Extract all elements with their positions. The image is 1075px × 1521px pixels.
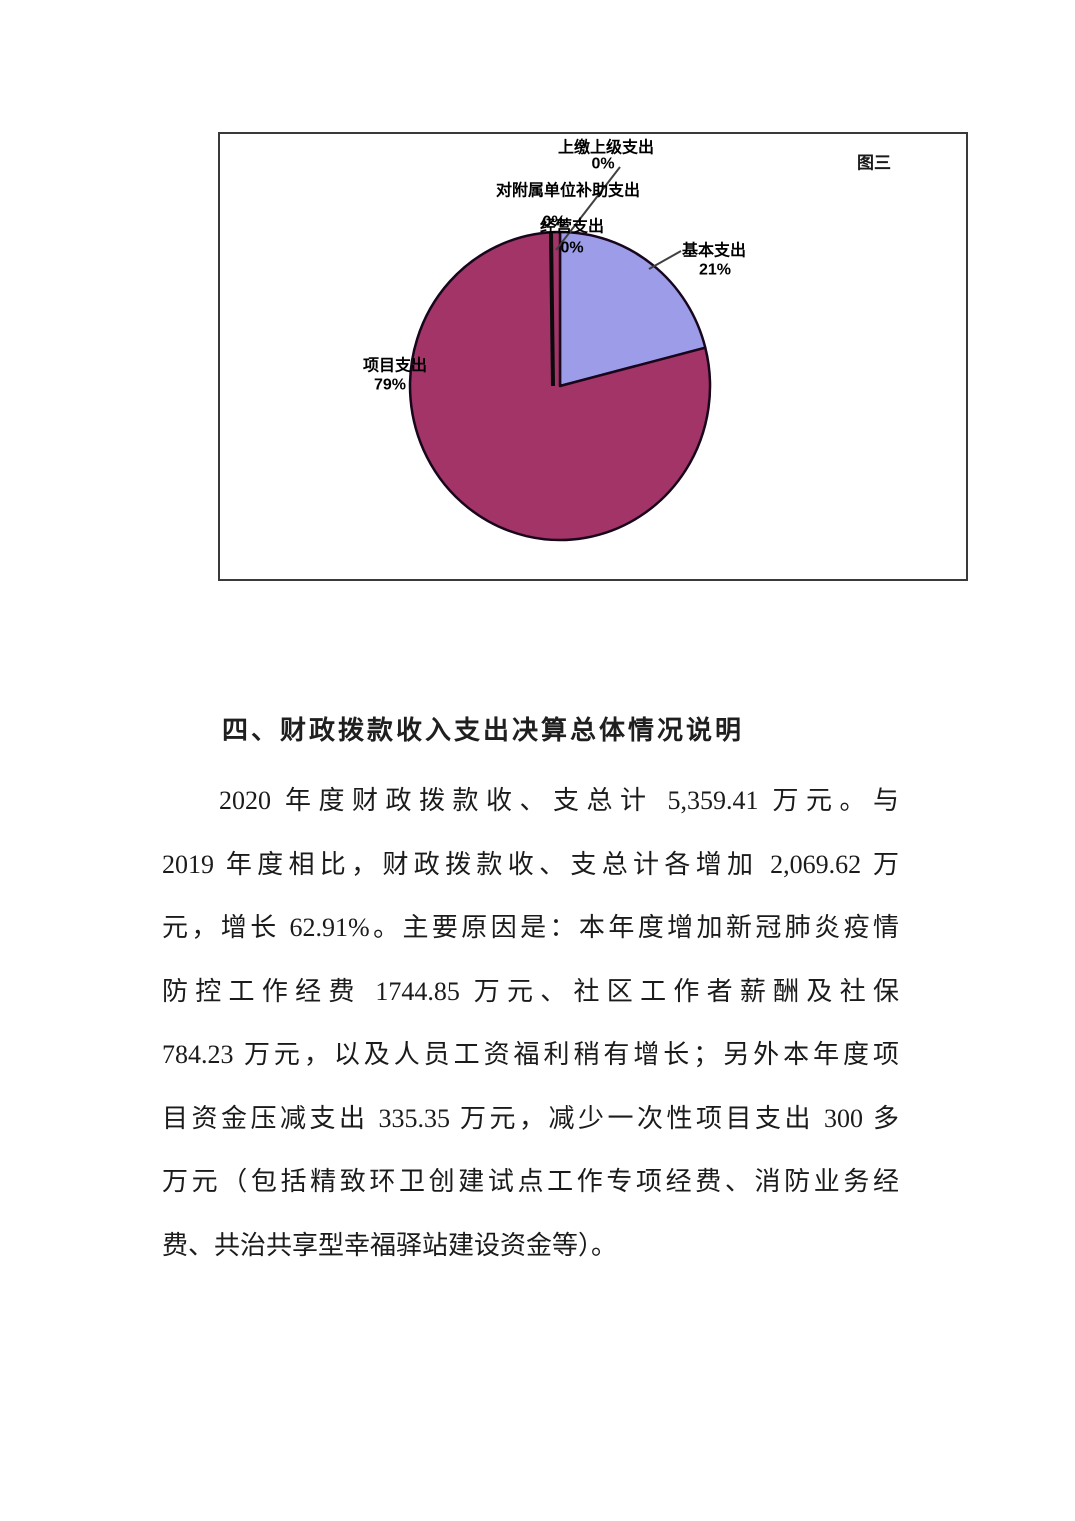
pie-slices: [408, 230, 712, 542]
pie-label-basic-expenditure-pct: 21%: [698, 261, 732, 279]
paragraph-line: 目资金压减支出 335.35 万元，减少一次性项目支出 300 多: [162, 1103, 899, 1133]
basic-expenditure-leader-line: [648, 250, 682, 270]
zero-labels-leader-line: [555, 166, 621, 251]
figure-3-chart-box: 图三 上缴上级支出 0% 对附属单位补助支出 0% 经营支出 0% 基本支出 2…: [218, 132, 968, 581]
pie-label-project-expenditure-pct: 79%: [373, 376, 407, 394]
paragraph-line: 2020 年度财政拨款收、支总计 5,359.41 万元。与: [219, 786, 899, 815]
figure-tag: 图三: [857, 153, 891, 173]
zero-slices-line: [549, 232, 555, 387]
body-paragraph: 2020 年度财政拨款收、支总计 5,359.41 万元。与 2019 年度相比…: [162, 769, 899, 1277]
pie-label-remit-to-superior-name: 上缴上级支出: [557, 139, 655, 157]
pie-label-basic-expenditure-name: 基本支出: [681, 242, 747, 260]
paragraph-line: 万元（包括精致环卫创建试点工作专项经费、消防业务经: [162, 1167, 899, 1196]
pie-label-operating-expenditure-name: 经营支出: [539, 218, 605, 236]
pie-chart-svg: [408, 166, 712, 542]
pie-label-subsidy-to-affiliates-name: 对附属单位补助支出: [495, 182, 640, 200]
paragraph-line: 元，增长 62.91%。主要原因是：本年度增加新冠肺炎疫情: [162, 913, 899, 942]
section-heading: 四、财政拨款收入支出决算总体情况说明: [222, 715, 745, 745]
paragraph-line: 784.23 万元，以及人员工资福利稍有增长；另外本年度项: [162, 1040, 899, 1069]
paragraph-line: 2019 年度相比，财政拨款收、支总计各增加 2,069.62 万: [162, 849, 899, 879]
pie-label-remit-to-superior-pct: 0%: [591, 155, 615, 173]
paragraph-line: 防控工作经费 1744.85 万元、社区工作者薪酬及社保: [162, 976, 899, 1006]
pie-label-operating-expenditure-pct: 0%: [560, 239, 584, 257]
pie-label-subsidy-to-affiliates-pct: 0%: [542, 213, 566, 231]
pie-slice-0: [558, 230, 707, 388]
pie-label-project-expenditure-name: 项目支出: [362, 357, 428, 375]
paragraph-line: 费、共治共享型幸福驿站建设资金等）。: [162, 1230, 618, 1260]
pie-slice-1: [408, 230, 712, 542]
